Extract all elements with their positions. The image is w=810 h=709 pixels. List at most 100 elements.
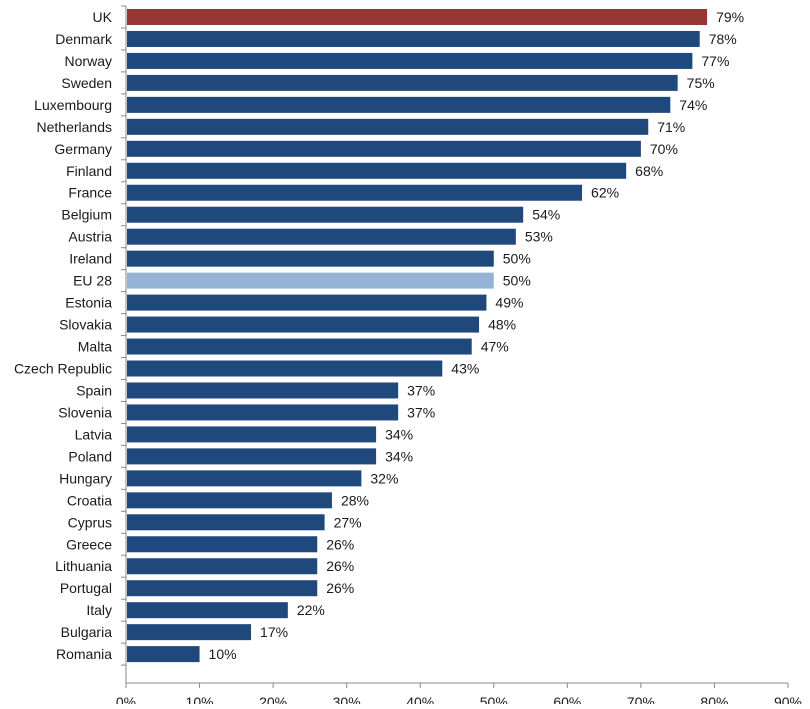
category-label: Cyprus [68,514,112,530]
bar-luxembourg [127,96,671,113]
data-label: 28% [341,492,369,508]
data-label: 27% [334,514,362,530]
category-label: Finland [66,163,112,179]
data-label: 34% [385,426,413,442]
data-label: 26% [326,558,354,574]
bar-cyprus [127,514,325,531]
category-label: Belgium [61,207,112,223]
category-label: Germany [54,141,112,157]
bar-france [127,184,583,201]
category-label: Ireland [69,251,112,267]
data-label: 32% [370,470,398,486]
data-label: 50% [503,251,531,267]
data-label: 37% [407,382,435,398]
data-label: 50% [503,273,531,289]
data-label: 26% [326,580,354,596]
bar-hungary [127,470,362,487]
data-label: 22% [297,602,325,618]
bar-belgium [127,206,524,223]
data-label: 78% [709,31,737,47]
bar-sweden [127,74,678,91]
data-label: 10% [209,646,237,662]
bar-lithuania [127,558,318,575]
category-label: UK [93,9,113,25]
category-label: Lithuania [55,558,112,574]
bar-poland [127,448,377,465]
bar-netherlands [127,118,649,135]
bar-malta [127,338,472,355]
x-tick-label: 60% [553,694,581,704]
category-label: Sweden [61,75,112,91]
x-tick-label: 80% [700,694,728,704]
data-label: 53% [525,229,553,245]
x-tick-label: 30% [333,694,361,704]
bar-czech-republic [127,360,443,377]
category-label: Luxembourg [34,97,112,113]
x-tick-label: 20% [259,694,287,704]
data-label: 79% [716,9,744,25]
category-label: Spain [76,382,112,398]
bar-eu-28 [127,272,494,289]
category-label: Latvia [75,426,113,442]
bar-portugal [127,580,318,597]
bar-spain [127,382,399,399]
bar-uk [127,8,708,25]
data-label: 70% [650,141,678,157]
category-label: Austria [68,229,112,245]
category-label: Bulgaria [61,624,113,640]
bar-croatia [127,492,332,509]
category-label: Czech Republic [14,361,112,377]
category-label: Norway [65,53,112,69]
x-tick-label: 70% [627,694,655,704]
bar-slovenia [127,404,399,421]
data-label: 37% [407,404,435,420]
category-label: Portugal [60,580,112,596]
bar-romania [127,646,200,663]
x-tick-label: 50% [480,694,508,704]
bar-italy [127,602,288,619]
x-tick-label: 0% [116,694,136,704]
category-label: Slovakia [59,317,112,333]
bar-greece [127,536,318,553]
category-label: Estonia [65,295,112,311]
data-label: 48% [488,317,516,333]
bar-denmark [127,30,700,47]
data-label: 68% [635,163,663,179]
data-label: 75% [687,75,715,91]
data-label: 54% [532,207,560,223]
category-label: Netherlands [37,119,113,135]
bar-finland [127,162,627,179]
bar-austria [127,228,516,245]
bar-ireland [127,250,494,267]
category-label: France [68,185,112,201]
data-label: 34% [385,448,413,464]
data-label: 26% [326,536,354,552]
bar-estonia [127,294,487,311]
data-label: 43% [451,361,479,377]
category-label: Romania [56,646,112,662]
data-label: 62% [591,185,619,201]
data-label: 71% [657,119,685,135]
data-label: 17% [260,624,288,640]
bar-germany [127,140,641,157]
category-label: Denmark [55,31,113,47]
bar-norway [127,52,693,69]
x-tick-label: 40% [406,694,434,704]
category-label: Slovenia [58,404,112,420]
category-label: Poland [68,448,112,464]
category-label: Hungary [59,470,112,486]
bar-bulgaria [127,624,252,641]
x-tick-label: 10% [186,694,214,704]
category-label: Italy [86,602,112,618]
data-label: 49% [495,295,523,311]
category-label: Greece [66,536,112,552]
bar-latvia [127,426,377,443]
data-label: 77% [701,53,729,69]
category-label: Malta [78,339,112,355]
x-tick-label: 90% [774,694,802,704]
data-label: 47% [481,339,509,355]
category-label: EU 28 [73,273,112,289]
bar-slovakia [127,316,480,333]
category-label: Croatia [67,492,112,508]
